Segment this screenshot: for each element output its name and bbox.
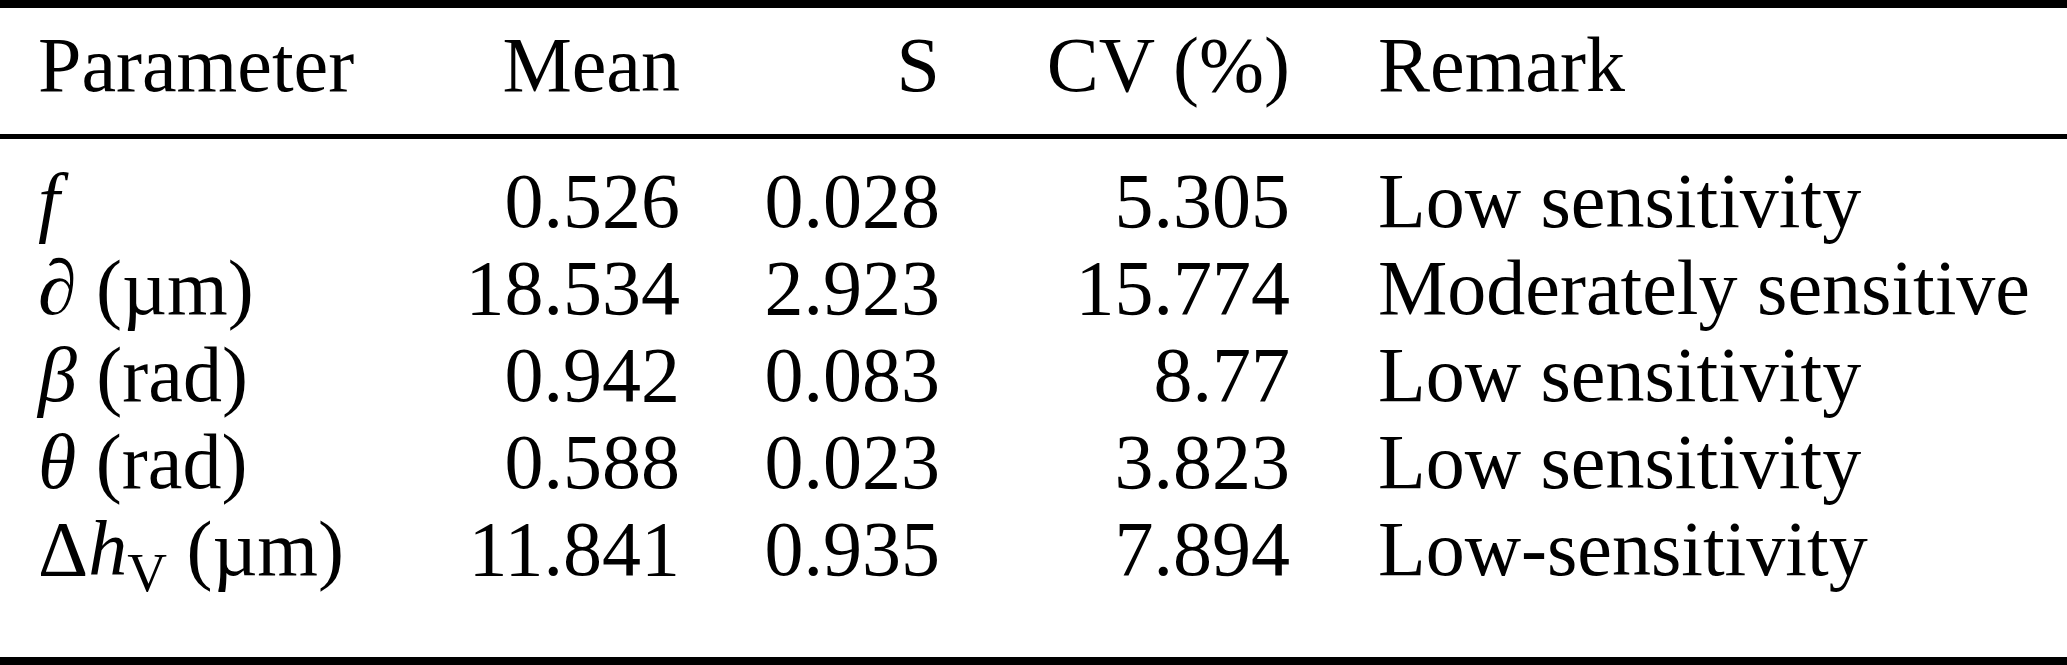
header-row: Parameter Mean S CV (%) Remark <box>0 4 2067 137</box>
parameter-cell: ∂ (µm) <box>0 244 430 331</box>
column-header-mean: Mean <box>430 4 680 137</box>
column-header-s: S <box>680 4 940 137</box>
remark-cell: Low sensitivity <box>1290 137 2067 245</box>
parameter-cell: f <box>0 137 430 245</box>
parameter-symbol: ∂ <box>38 244 77 331</box>
column-header-cv: CV (%) <box>940 4 1290 137</box>
s-cell: 0.083 <box>680 331 940 418</box>
parameter-unit: (µm) <box>77 244 254 331</box>
cv-cell: 7.894 <box>940 505 1290 661</box>
cv-cell: 8.77 <box>940 331 1290 418</box>
parameter-symbol: f <box>38 157 60 244</box>
cv-cell: 5.305 <box>940 137 1290 245</box>
s-cell: 2.923 <box>680 244 940 331</box>
cv-cell: 15.774 <box>940 244 1290 331</box>
parameter-symbol: h <box>88 505 127 592</box>
remark-cell: Low-sensitivity <box>1290 505 2067 661</box>
table-row: f 0.5260.0285.305Low sensitivity <box>0 137 2067 245</box>
parameter-unit: (rad) <box>77 331 248 418</box>
parameter-cell: β (rad) <box>0 331 430 418</box>
table-header: Parameter Mean S CV (%) Remark <box>0 4 2067 137</box>
mean-cell: 0.526 <box>430 137 680 245</box>
parameter-subscript: V <box>127 542 167 603</box>
s-cell: 0.935 <box>680 505 940 661</box>
table-row: ∂ (µm)18.5342.92315.774Moderately sensit… <box>0 244 2067 331</box>
column-header-remark: Remark <box>1290 4 2067 137</box>
s-cell: 0.023 <box>680 418 940 505</box>
cv-cell: 3.823 <box>940 418 1290 505</box>
remark-cell: Low sensitivity <box>1290 418 2067 505</box>
parameter-symbol: θ <box>38 418 76 505</box>
parameter-unit: (µm) <box>167 505 344 592</box>
table-row: ΔhV (µm)11.8410.9357.894Low-sensitivity <box>0 505 2067 661</box>
parameter-unit: (rad) <box>76 418 247 505</box>
parameter-cell: ΔhV (µm) <box>0 505 430 661</box>
table-body: f0.5260.0285.305Low sensitivity∂ (µm)18.… <box>0 137 2067 662</box>
table-row: θ (rad)0.5880.0233.823Low sensitivity <box>0 418 2067 505</box>
table-row: β (rad)0.9420.0838.77Low sensitivity <box>0 331 2067 418</box>
remark-cell: Low sensitivity <box>1290 331 2067 418</box>
mean-cell: 0.942 <box>430 331 680 418</box>
s-cell: 0.028 <box>680 137 940 245</box>
mean-cell: 11.841 <box>430 505 680 661</box>
parameter-symbol: β <box>38 331 77 418</box>
parameter-cell: θ (rad) <box>0 418 430 505</box>
remark-cell: Moderately sensitive <box>1290 244 2067 331</box>
column-header-parameter: Parameter <box>0 4 430 137</box>
mean-cell: 0.588 <box>430 418 680 505</box>
mean-cell: 18.534 <box>430 244 680 331</box>
parameter-statistics-table: Parameter Mean S CV (%) Remark f0.5260.0… <box>0 0 2067 665</box>
parameter-prefix: Δ <box>38 505 88 592</box>
